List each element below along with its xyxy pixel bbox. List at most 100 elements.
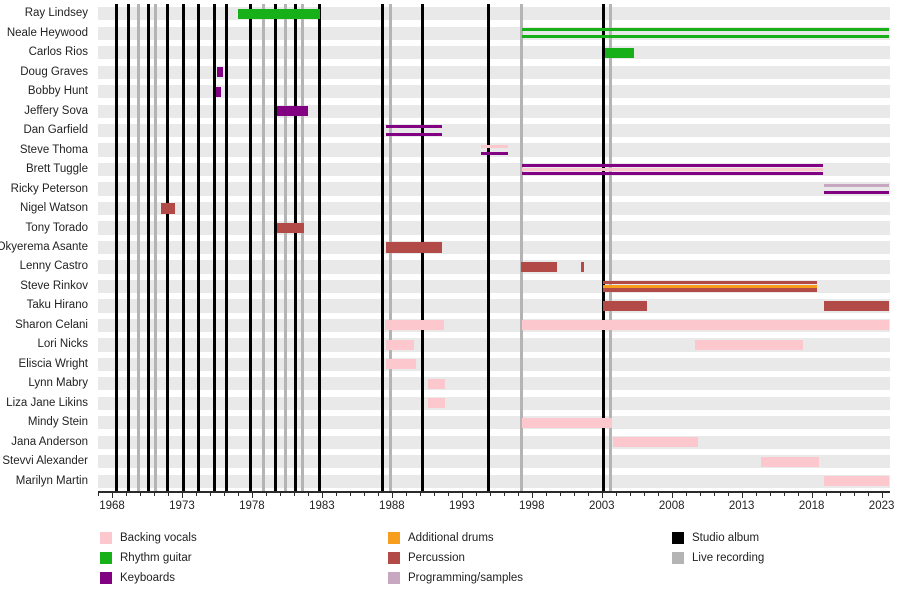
x-axis-tick: [825, 491, 827, 496]
timeline-bar: [604, 47, 634, 58]
x-axis-tick: [447, 491, 449, 496]
timeline-bar: [277, 106, 308, 117]
legend-label: Rhythm guitar: [120, 551, 192, 564]
row-band: [98, 201, 890, 216]
live-recording-line: [608, 4, 612, 491]
x-axis-tick: [881, 491, 883, 498]
timeline-bar: [603, 284, 818, 288]
x-axis-tick: [769, 491, 771, 496]
x-axis-tick: [307, 491, 309, 496]
legend-item: Percussion: [388, 548, 523, 567]
x-axis-tick: [853, 491, 855, 496]
legend: Backing vocals Rhythm guitar Keyboards Add…: [0, 528, 900, 590]
row-band: [98, 377, 890, 391]
y-axis-label: Dan Garfield: [23, 124, 88, 137]
live-recording-line: [137, 4, 141, 491]
y-axis-label: Ricky Peterson: [10, 182, 88, 195]
timeline-bar: [580, 261, 584, 273]
x-axis-tick: [629, 491, 631, 496]
legend-column-3: Studio album Live recording: [672, 528, 764, 568]
y-axis-label: Tony Torado: [25, 221, 88, 234]
timeline-bar: [237, 8, 321, 19]
x-axis-tick: [643, 491, 645, 496]
studio-album-line: [197, 4, 201, 491]
timeline-bar: [521, 320, 889, 331]
row-band: [98, 416, 890, 430]
y-axis-label: Ray Lindsey: [24, 7, 88, 20]
timeline-bar: [521, 167, 823, 172]
row-band: [98, 240, 890, 255]
live-recording-line: [300, 4, 304, 491]
timeline-bar: [216, 67, 223, 78]
x-axis-tick: [573, 491, 575, 496]
x-axis-tick: [671, 491, 673, 498]
timeline-bar: [603, 281, 818, 285]
x-axis-tick: [433, 491, 435, 496]
studio-album-line: [146, 4, 150, 491]
row-band: [98, 396, 890, 410]
swatch-keyboards: [100, 571, 112, 584]
x-axis-tick: [741, 491, 743, 498]
x-axis-tick-label: 2008: [658, 500, 685, 512]
studio-album-line: [212, 4, 216, 491]
legend-label: Programming/samples: [408, 571, 524, 584]
legend-column-1: Backing vocals Rhythm guitar Keyboards: [100, 528, 197, 588]
x-axis-tick: [98, 491, 99, 496]
row-band: [98, 7, 890, 21]
x-axis-tick: [335, 491, 337, 496]
y-axis-label: Mindy Stein: [27, 416, 88, 429]
timeline-bar: [521, 27, 889, 32]
x-axis-tick: [181, 491, 183, 498]
x-axis-tick: [755, 491, 757, 496]
timeline-bar: [603, 300, 647, 311]
timeline-bar: [386, 339, 415, 350]
x-axis-tick: [811, 491, 813, 498]
legend-item: Rhythm guitar: [100, 548, 197, 567]
studio-album-line: [249, 4, 253, 491]
timeline-bar: [277, 222, 304, 234]
live-recording-line: [284, 4, 287, 491]
x-axis-tick: [727, 491, 729, 496]
studio-album-line: [127, 4, 131, 491]
timeline-bar: [520, 261, 557, 273]
swatch-programming-samples: [388, 571, 400, 584]
studio-album-line: [601, 4, 605, 491]
y-axis-label: Lynn Mabry: [28, 377, 88, 390]
y-axis-label: Carlos Rios: [28, 46, 88, 59]
x-axis-tick: [195, 491, 197, 496]
x-axis-tick-label: 1973: [169, 500, 195, 512]
legend-item: Backing vocals: [100, 528, 197, 547]
x-axis-tick: [293, 491, 295, 496]
x-axis-tick: [797, 491, 799, 496]
x-axis-tick-label: 2023: [868, 500, 895, 512]
x-axis-tick: [237, 491, 239, 496]
x-axis-tick: [377, 491, 379, 496]
x-axis-tick-label: 1983: [309, 500, 335, 512]
x-axis-tick: [167, 491, 169, 496]
timeline-bar: [384, 320, 444, 331]
live-recording-line: [520, 4, 524, 491]
x-axis-tick: [867, 491, 869, 496]
x-axis-tick-label: 2018: [798, 500, 825, 512]
x-axis-tick: [349, 491, 351, 496]
legend-item: Programming/samples: [388, 568, 523, 587]
legend-item: Live recording: [672, 548, 764, 567]
y-axis-label: Steve Rinkov: [20, 279, 88, 292]
timeline-bar: [386, 132, 443, 136]
x-axis-tick: [223, 491, 225, 496]
timeline-bar: [603, 288, 818, 292]
row-band: [98, 435, 890, 449]
x-axis-tick: [405, 491, 407, 496]
legend-label: Keyboards: [120, 571, 175, 584]
y-axis-label: Marilyn Martin: [15, 474, 88, 487]
y-axis-label: Jeffery Sova: [24, 104, 88, 117]
timeline-bar: [386, 359, 416, 370]
plot-area: [98, 4, 890, 491]
legend-label: Live recording: [692, 551, 765, 564]
x-axis-tick: [125, 491, 127, 496]
x-axis-tick: [391, 491, 393, 498]
live-recording-line: [153, 4, 157, 491]
y-axis-label: Steve Thoma: [19, 143, 88, 156]
x-axis-tick-label: 2013: [728, 500, 755, 512]
